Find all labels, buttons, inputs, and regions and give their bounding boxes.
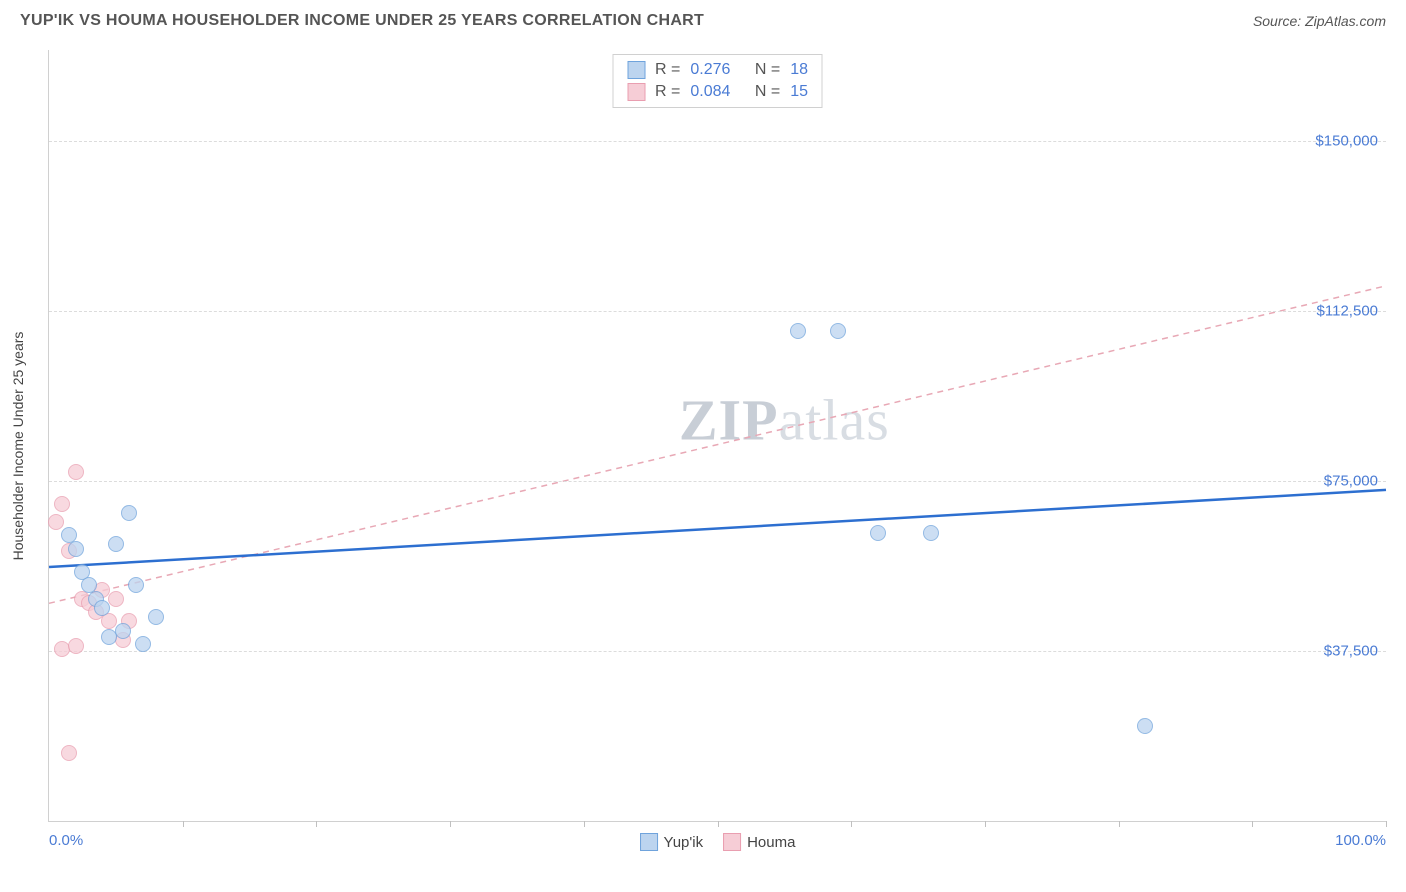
chart-title: YUP'IK VS HOUMA HOUSEHOLDER INCOME UNDER… — [20, 12, 704, 30]
gridline — [49, 141, 1386, 142]
legend-item-houma: Houma — [723, 833, 795, 851]
x-axis-tick — [450, 821, 451, 827]
swatch-yupik — [627, 61, 645, 79]
n-label: N = — [755, 61, 780, 79]
x-axis-tick — [183, 821, 184, 827]
legend-swatch-yupik — [640, 833, 658, 851]
trend-line-houma — [49, 286, 1386, 603]
data-point-yupik — [148, 609, 164, 625]
legend-label-yupik: Yup'ik — [664, 834, 704, 851]
n-value-yupik: 18 — [790, 61, 808, 79]
y-axis-title: Householder Income Under 25 years — [10, 332, 26, 561]
x-axis-tick — [718, 821, 719, 827]
data-point-yupik — [115, 623, 131, 639]
legend: Yup'ik Houma — [640, 833, 796, 851]
data-point-houma — [108, 591, 124, 607]
data-point-yupik — [108, 536, 124, 552]
watermark-atlas: atlas — [779, 388, 890, 453]
r-value-houma: 0.084 — [690, 83, 730, 101]
n-value-houma: 15 — [790, 83, 808, 101]
data-point-yupik — [790, 323, 806, 339]
x-axis-tick — [584, 821, 585, 827]
trend-line-yupik — [49, 490, 1386, 567]
stats-row-houma: R = 0.084 N = 15 — [613, 81, 822, 103]
data-point-yupik — [121, 505, 137, 521]
gridline — [49, 651, 1386, 652]
swatch-houma — [627, 83, 645, 101]
y-axis-tick-label: $112,500 — [1317, 302, 1378, 319]
header: YUP'IK VS HOUMA HOUSEHOLDER INCOME UNDER… — [0, 0, 1406, 38]
x-axis-tick — [985, 821, 986, 827]
n-label: N = — [755, 83, 780, 101]
legend-item-yupik: Yup'ik — [640, 833, 704, 851]
correlation-stats-box: R = 0.276 N = 18 R = 0.084 N = 15 — [612, 54, 823, 108]
x-axis-tick — [1386, 821, 1387, 827]
legend-label-houma: Houma — [747, 834, 795, 851]
x-axis-tick — [1252, 821, 1253, 827]
data-point-yupik — [923, 525, 939, 541]
data-point-houma — [68, 464, 84, 480]
gridline — [49, 481, 1386, 482]
watermark: ZIPatlas — [679, 387, 890, 454]
r-label: R = — [655, 61, 680, 79]
data-point-yupik — [94, 600, 110, 616]
y-axis-tick-label: $37,500 — [1324, 642, 1378, 659]
scatter-chart: ZIPatlas R = 0.276 N = 18 R = 0.084 N = … — [48, 50, 1386, 822]
x-axis-max-label: 100.0% — [1335, 832, 1386, 849]
r-label: R = — [655, 83, 680, 101]
legend-swatch-houma — [723, 833, 741, 851]
r-value-yupik: 0.276 — [690, 61, 730, 79]
y-axis-tick-label: $150,000 — [1315, 132, 1378, 149]
x-axis-tick — [1119, 821, 1120, 827]
watermark-zip: ZIP — [679, 388, 779, 453]
data-point-houma — [48, 514, 64, 530]
data-point-houma — [68, 638, 84, 654]
x-axis-tick — [851, 821, 852, 827]
data-point-houma — [61, 745, 77, 761]
data-point-yupik — [830, 323, 846, 339]
gridline — [49, 311, 1386, 312]
data-point-yupik — [1137, 718, 1153, 734]
x-axis-min-label: 0.0% — [49, 832, 83, 849]
source-attribution: Source: ZipAtlas.com — [1253, 13, 1386, 29]
x-axis-tick — [316, 821, 317, 827]
trend-lines — [49, 50, 1386, 821]
data-point-yupik — [128, 577, 144, 593]
stats-row-yupik: R = 0.276 N = 18 — [613, 59, 822, 81]
data-point-yupik — [68, 541, 84, 557]
data-point-yupik — [135, 636, 151, 652]
y-axis-tick-label: $75,000 — [1324, 472, 1378, 489]
data-point-houma — [54, 496, 70, 512]
data-point-yupik — [870, 525, 886, 541]
